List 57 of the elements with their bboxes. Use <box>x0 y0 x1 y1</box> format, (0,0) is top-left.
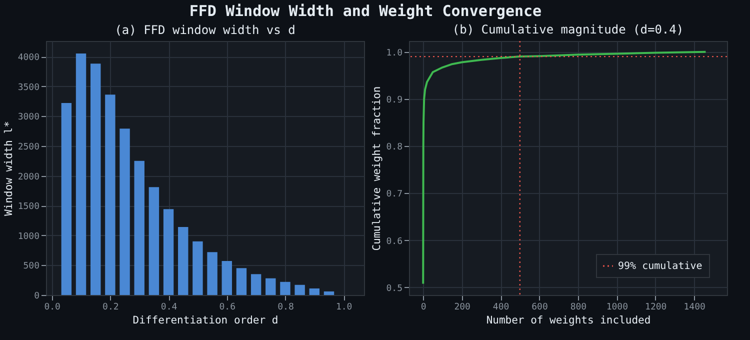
y-tick-label: 4000 <box>18 53 40 63</box>
bar <box>61 103 72 295</box>
bar <box>309 288 320 295</box>
x-tick-label: 1200 <box>645 302 667 312</box>
x-tick-label: 0.0 <box>44 302 60 312</box>
x-tick-label: 0.2 <box>102 302 119 312</box>
text: FFD Window Width and Weight Convergence <box>189 2 542 20</box>
y-axis-title: Cumulative weight fraction <box>371 86 384 251</box>
y-tick-label: 2000 <box>18 172 40 182</box>
bar <box>280 282 290 295</box>
bar <box>294 284 305 295</box>
x-tick-label: 1.0 <box>336 302 352 312</box>
bar <box>324 291 334 295</box>
x-tick-label: 200 <box>454 302 470 312</box>
y-tick-label: 0.8 <box>386 142 402 153</box>
y-tick-label: 1000 <box>18 232 40 242</box>
bar <box>148 187 160 295</box>
bar <box>105 94 116 295</box>
bar <box>76 54 86 295</box>
bar <box>236 268 247 295</box>
chart-title: (b) Cumulative magnitude (d=0.4) <box>452 22 684 36</box>
y-tick-label: 1.0 <box>386 48 402 58</box>
bar <box>192 241 203 295</box>
x-tick-label: 400 <box>492 302 510 312</box>
y-tick-label: 0.6 <box>386 236 402 247</box>
x-tick-label: 600 <box>532 302 548 312</box>
x-axis-title: Differentiation order d <box>132 314 278 326</box>
y-tick-label: 0 <box>34 292 40 302</box>
y-tick-label: 0.9 <box>386 95 402 106</box>
bar <box>222 261 232 295</box>
y-tick-label: 3000 <box>18 112 40 123</box>
y-tick-label: 2500 <box>18 142 40 152</box>
x-tick-label: 0.8 <box>278 302 294 312</box>
bar <box>120 128 130 295</box>
bar <box>134 160 144 295</box>
y-tick-label: 1500 <box>18 202 40 212</box>
bar <box>250 274 262 295</box>
bar <box>266 278 276 295</box>
x-tick-label: 0 <box>420 302 426 312</box>
bar <box>90 64 101 295</box>
y-tick-label: 0.7 <box>386 190 402 200</box>
x-axis-title: Number of weights included <box>486 314 651 326</box>
y-tick-label: 3500 <box>18 82 40 93</box>
bar <box>178 227 188 295</box>
legend-label: 99% cumulative <box>618 261 702 272</box>
x-tick-label: 0.6 <box>219 302 236 312</box>
x-tick-label: 1400 <box>684 302 706 312</box>
line-series <box>422 50 707 285</box>
x-tick-label: 0.4 <box>160 302 178 312</box>
y-axis-title: Window width l* <box>2 121 15 216</box>
x-tick-label: 800 <box>570 302 587 312</box>
bar <box>163 209 174 295</box>
chart-title: (a) FFD window width vs d <box>114 23 296 37</box>
y-tick-label: 500 <box>23 262 40 272</box>
bar <box>207 252 218 295</box>
x-tick-label: 1000 <box>606 302 628 312</box>
y-tick-label: 0.5 <box>386 284 402 294</box>
